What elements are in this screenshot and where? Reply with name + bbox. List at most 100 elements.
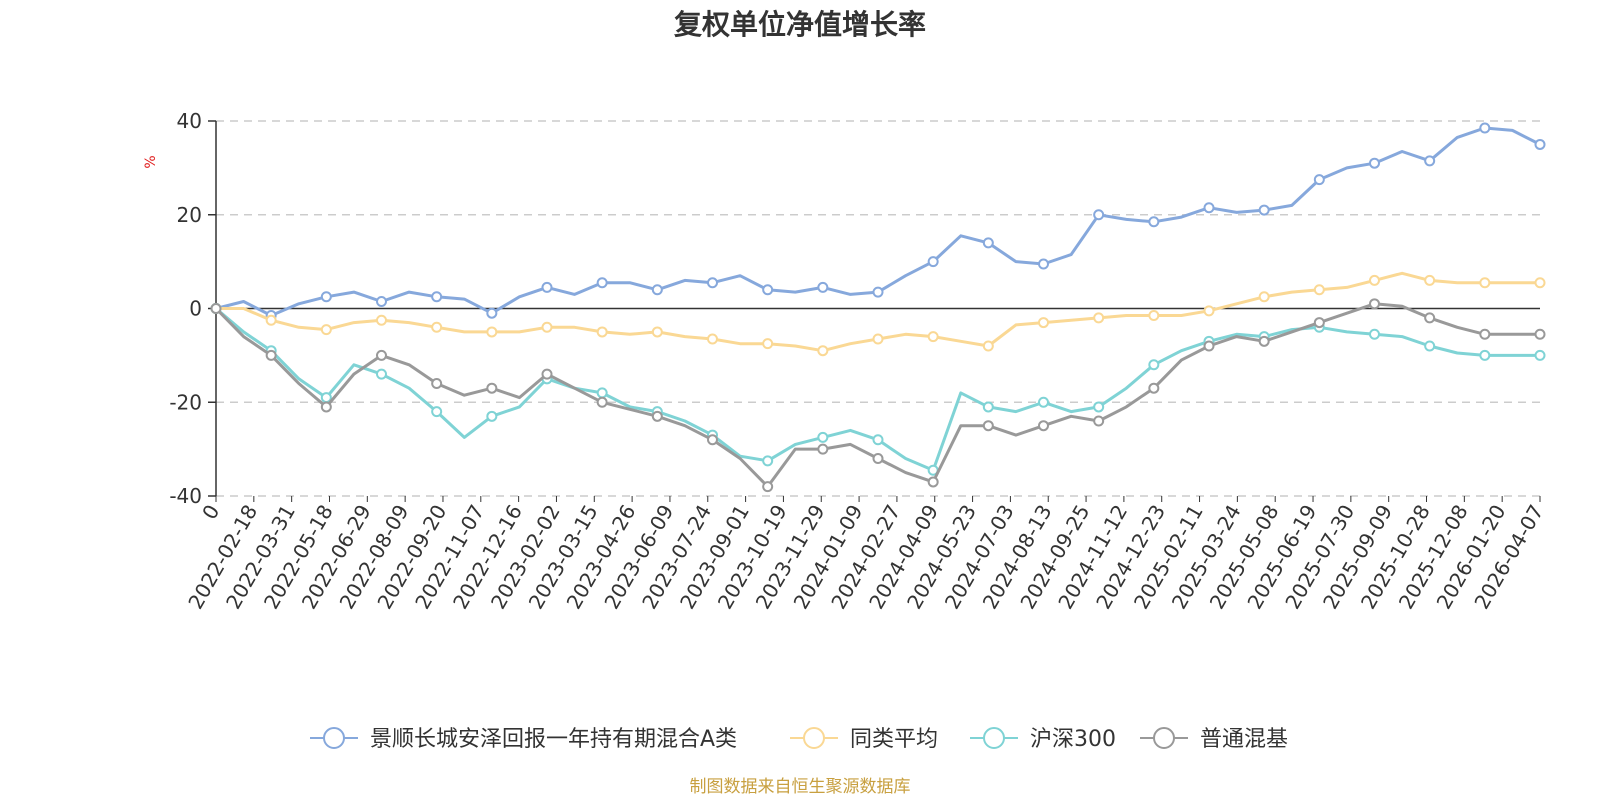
data-point[interactable] [1313,174,1325,186]
series-2 [210,303,1546,476]
data-point[interactable] [486,307,498,319]
data-point[interactable] [486,410,498,422]
data-point[interactable] [707,333,718,345]
data-point[interactable] [1534,138,1546,150]
data-point[interactable] [762,284,774,296]
data-point[interactable] [817,281,829,293]
data-point[interactable] [1038,258,1049,270]
data-point[interactable] [1369,274,1380,286]
data-point[interactable] [707,434,718,446]
data-point[interactable] [1093,312,1105,324]
data-point[interactable] [817,443,829,455]
data-point[interactable] [1038,317,1049,329]
legend-item[interactable]: 同类平均 [790,727,938,752]
data-point[interactable] [486,382,498,394]
legend-item[interactable]: 普通混基 [1140,727,1288,752]
y-tick-label: -40 [169,484,202,508]
data-point[interactable] [872,434,884,446]
data-point[interactable] [1148,216,1160,228]
data-point[interactable] [1479,328,1491,340]
data-point[interactable] [431,321,443,333]
data-point[interactable] [541,281,553,293]
data-point[interactable] [651,284,663,296]
data-point[interactable] [431,378,443,389]
legend-marker-icon [323,727,345,749]
data-point[interactable] [1424,274,1436,286]
data-point[interactable] [1258,291,1270,303]
data-point[interactable] [596,387,608,399]
data-point[interactable] [486,326,498,338]
data-point[interactable] [982,420,994,432]
data-point[interactable] [817,431,829,443]
legend[interactable]: 景顺长城安泽回报一年持有期混合A类 同类平均 沪深300 普通混基 [310,727,1288,752]
legend-item[interactable]: 景顺长城安泽回报一年持有期混合A类 [310,727,737,752]
data-point[interactable] [1038,396,1049,408]
series-3 [210,298,1546,493]
data-point[interactable] [872,453,884,464]
legend-marker-icon [803,727,825,749]
data-point[interactable] [431,291,443,303]
data-point[interactable] [1479,349,1491,361]
data-point[interactable] [817,345,829,357]
data-point[interactable] [1093,415,1105,427]
data-point[interactable] [1203,340,1215,352]
legend-item[interactable]: 沪深300 [970,727,1116,752]
data-point[interactable] [1369,328,1380,340]
data-point[interactable] [320,401,332,413]
data-point[interactable] [927,476,939,488]
data-point[interactable] [982,237,994,249]
data-point[interactable] [265,349,277,361]
data-point[interactable] [1534,277,1546,289]
data-point[interactable] [1313,317,1325,329]
data-point[interactable] [1258,335,1270,347]
data-point[interactable] [376,314,387,326]
data-point[interactable] [872,333,884,345]
data-point[interactable] [431,406,443,418]
data-point[interactable] [596,326,608,338]
data-point[interactable] [1424,340,1436,352]
data-point[interactable] [541,368,553,380]
data-point[interactable] [320,392,332,404]
data-point[interactable] [320,291,332,303]
data-point[interactable] [320,324,332,336]
data-point[interactable] [265,314,277,326]
data-point[interactable] [596,396,608,408]
data-point[interactable] [927,256,939,268]
data-point[interactable] [596,277,608,289]
data-point[interactable] [1148,382,1160,394]
data-point[interactable] [1313,284,1325,296]
data-point[interactable] [210,303,222,314]
data-point[interactable] [1038,420,1049,432]
legend-label: 同类平均 [850,727,938,752]
data-point[interactable] [376,349,387,361]
data-point[interactable] [1534,328,1546,340]
data-point[interactable] [1479,277,1491,289]
data-point[interactable] [1258,204,1270,216]
data-point[interactable] [982,340,994,352]
data-point[interactable] [651,326,663,338]
data-point[interactable] [982,401,994,413]
data-point[interactable] [1203,202,1215,214]
data-point[interactable] [1424,155,1436,167]
data-point[interactable] [1369,157,1380,169]
data-point[interactable] [541,321,553,333]
data-point[interactable] [707,277,718,289]
data-source-note: 制图数据来自恒生聚源数据库 [690,777,911,797]
data-point[interactable] [1424,312,1436,324]
data-point[interactable] [872,286,884,298]
data-point[interactable] [762,455,774,467]
data-point[interactable] [1093,209,1105,221]
data-point[interactable] [762,481,774,493]
data-point[interactable] [1093,401,1105,413]
data-point[interactable] [927,331,939,343]
data-point[interactable] [651,410,663,422]
data-point[interactable] [1534,349,1546,361]
data-point[interactable] [1203,305,1215,317]
data-point[interactable] [1369,298,1380,310]
data-point[interactable] [376,295,387,307]
data-point[interactable] [1148,310,1160,322]
data-point[interactable] [1479,122,1491,134]
data-point[interactable] [1148,359,1160,371]
data-point[interactable] [376,368,387,380]
data-point[interactable] [762,338,774,350]
